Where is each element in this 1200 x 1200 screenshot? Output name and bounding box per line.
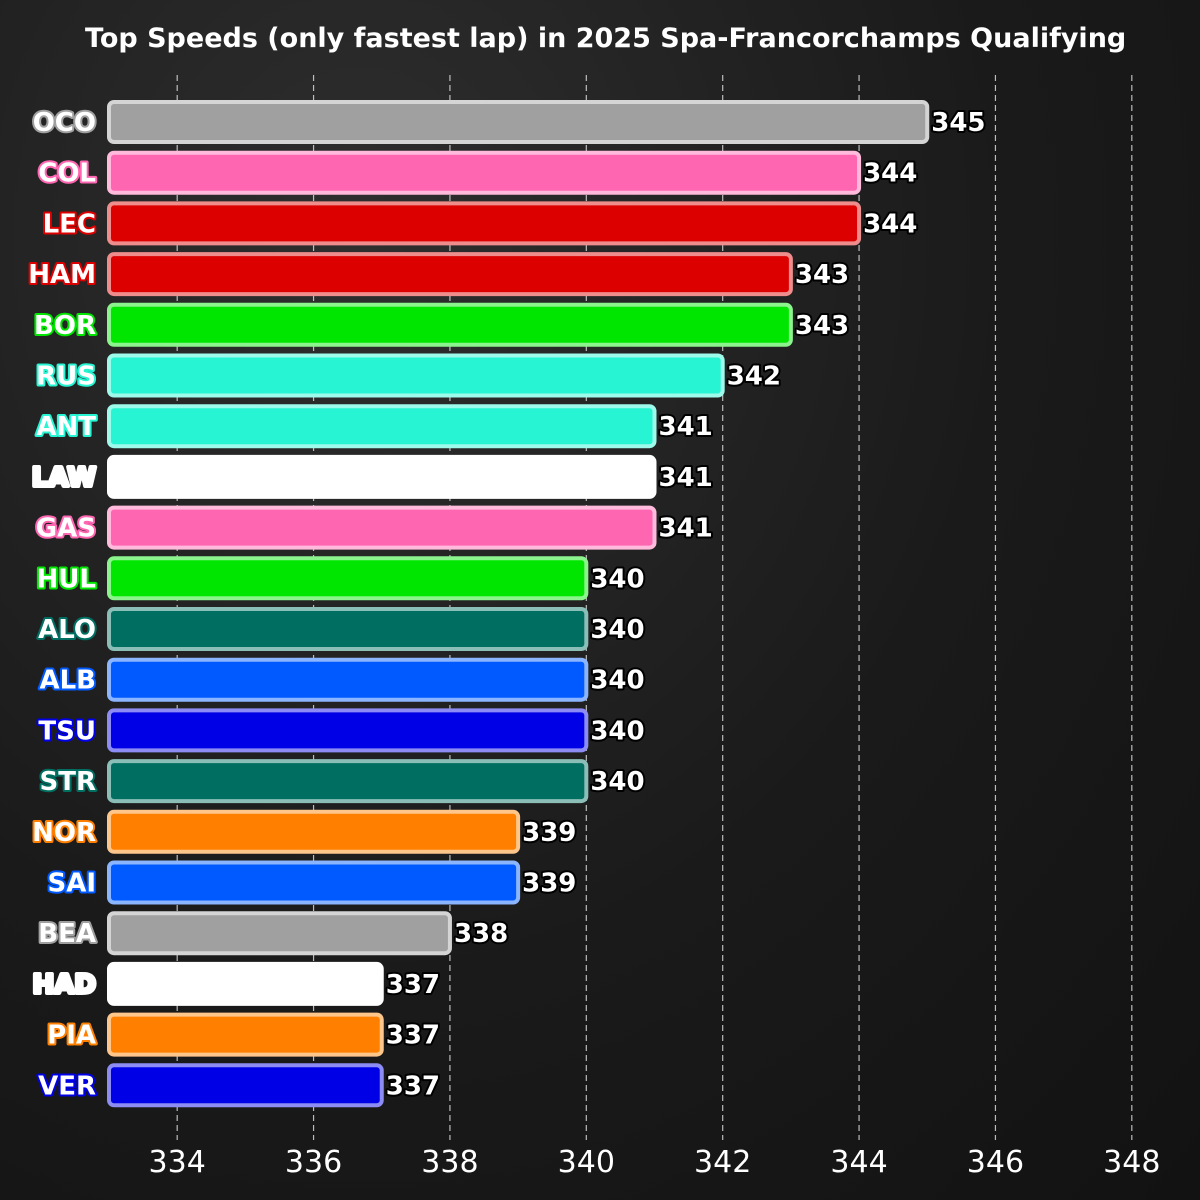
bar-sai bbox=[107, 860, 521, 905]
bar-ant bbox=[107, 404, 657, 449]
bar-law bbox=[107, 454, 657, 499]
value-label-col: 344 bbox=[863, 159, 917, 189]
value-label-nor: 339 bbox=[522, 818, 576, 848]
category-label-tsu: TSU bbox=[38, 716, 96, 746]
value-label-bor: 343 bbox=[795, 311, 849, 341]
bar-alo bbox=[107, 607, 589, 651]
value-label-rus: 342 bbox=[727, 362, 781, 392]
bar-bea bbox=[107, 911, 452, 956]
category-label-hul: HUL bbox=[37, 564, 96, 594]
bar-rus bbox=[107, 353, 725, 398]
bar-alb bbox=[107, 657, 589, 702]
bar-gas bbox=[107, 505, 657, 550]
x-tick-label-346: 346 bbox=[967, 1145, 1024, 1180]
x-tick-label-344: 344 bbox=[830, 1145, 887, 1180]
category-label-bor: BOR bbox=[34, 311, 96, 341]
bar-oco bbox=[107, 100, 930, 144]
bar-layer bbox=[107, 100, 930, 1108]
value-label-hul: 340 bbox=[590, 564, 644, 594]
value-label-pia: 337 bbox=[386, 1021, 440, 1051]
value-label-had: 337 bbox=[386, 970, 440, 1000]
category-label-rus: RUS bbox=[36, 362, 96, 392]
value-label-ham: 343 bbox=[795, 260, 849, 290]
x-tick-label-342: 342 bbox=[694, 1145, 751, 1180]
category-label-bea: BEA bbox=[38, 919, 96, 949]
category-label-alb: ALB bbox=[39, 666, 96, 696]
value-label-tsu: 340 bbox=[590, 716, 644, 746]
chart-title: Top Speeds (only fastest lap) in 2025 Sp… bbox=[85, 23, 1126, 54]
value-label-bea: 338 bbox=[454, 919, 508, 949]
category-label-nor: NOR bbox=[32, 818, 96, 848]
category-label-lec: LEC bbox=[43, 209, 96, 239]
value-label-alb: 340 bbox=[590, 666, 644, 696]
bar-ham bbox=[107, 252, 793, 297]
bar-tsu bbox=[107, 708, 589, 753]
bar-lec bbox=[107, 201, 862, 246]
value-label-law: 341 bbox=[659, 463, 713, 493]
bar-nor bbox=[107, 809, 521, 854]
category-label-ham: HAM bbox=[28, 260, 96, 290]
x-tick-label-340: 340 bbox=[558, 1145, 615, 1180]
value-label-gas: 341 bbox=[659, 514, 713, 544]
bar-pia bbox=[107, 1012, 384, 1057]
value-label-str: 340 bbox=[590, 767, 644, 797]
bar-bor bbox=[107, 302, 793, 347]
category-label-law: LAW bbox=[32, 463, 96, 493]
bar-had bbox=[107, 961, 384, 1006]
value-label-ver: 337 bbox=[386, 1071, 440, 1101]
category-label-ver: VER bbox=[38, 1071, 96, 1101]
x-tick-label-334: 334 bbox=[149, 1145, 206, 1180]
category-label-sai: SAI bbox=[47, 869, 96, 899]
category-label-str: STR bbox=[40, 767, 96, 797]
bar-col bbox=[107, 150, 862, 195]
bar-str bbox=[107, 759, 589, 804]
x-tick-label-336: 336 bbox=[285, 1145, 342, 1180]
label-layer: OCO 345 COL 344 LEC 344 HAM 343 BOR 343 RUS 342 ANT 3… bbox=[26, 106, 987, 1103]
x-tick-label-338: 338 bbox=[421, 1145, 478, 1180]
tick-layer: 334 336 338 340 342 344 346 348 bbox=[149, 1145, 1161, 1180]
value-label-ant: 341 bbox=[659, 412, 713, 442]
bar-hul bbox=[107, 556, 589, 601]
value-label-lec: 344 bbox=[863, 209, 917, 239]
value-label-alo: 340 bbox=[590, 615, 644, 645]
value-label-sai: 339 bbox=[522, 869, 576, 899]
category-label-ant: ANT bbox=[36, 412, 96, 442]
x-tick-label-348: 348 bbox=[1103, 1145, 1160, 1180]
category-label-oco: OCO bbox=[33, 108, 96, 138]
value-label-oco: 345 bbox=[931, 108, 985, 138]
category-label-had: HAD bbox=[33, 970, 96, 1000]
category-label-pia: PIA bbox=[47, 1021, 96, 1051]
bar-ver bbox=[107, 1063, 384, 1108]
category-label-col: COL bbox=[38, 159, 96, 189]
category-label-gas: GAS bbox=[36, 514, 96, 544]
category-label-alo: ALO bbox=[38, 615, 96, 645]
